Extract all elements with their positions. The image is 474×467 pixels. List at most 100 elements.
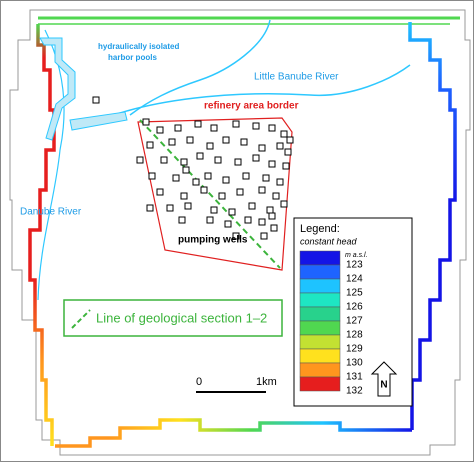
well xyxy=(156,126,164,134)
well xyxy=(178,216,186,224)
danube-label: Danube River xyxy=(20,207,82,218)
well xyxy=(244,216,252,224)
legend-swatch xyxy=(299,376,341,392)
well xyxy=(286,136,294,144)
well xyxy=(224,220,232,228)
well xyxy=(174,124,182,132)
well xyxy=(276,178,284,186)
well xyxy=(236,188,244,196)
legend-value: 124 xyxy=(346,274,363,285)
well xyxy=(222,136,230,144)
legend-swatch xyxy=(299,320,341,336)
well xyxy=(232,120,240,128)
well xyxy=(228,208,236,216)
legend-value: 131 xyxy=(346,372,363,383)
well xyxy=(260,232,268,240)
well xyxy=(262,174,270,182)
little-danube-river xyxy=(129,19,271,116)
legend-value: 125 xyxy=(346,288,363,299)
well xyxy=(196,152,204,160)
well xyxy=(232,232,240,240)
boundary-bottom xyxy=(55,418,412,448)
well xyxy=(268,160,276,168)
legend-title: Legend: xyxy=(300,223,340,235)
well xyxy=(252,122,260,130)
section-line xyxy=(139,119,281,269)
well xyxy=(180,158,188,166)
harbor-label: harbor pools xyxy=(108,53,157,62)
wells-label: pumping wells xyxy=(178,235,248,246)
well xyxy=(214,156,222,164)
well xyxy=(258,218,266,226)
well xyxy=(242,172,250,180)
scale-end: 1km xyxy=(256,376,277,388)
legend-value: 129 xyxy=(346,344,363,355)
legend-swatch xyxy=(299,264,341,280)
well xyxy=(258,186,266,194)
scale-start: 0 xyxy=(196,376,202,388)
legend-value: 132 xyxy=(346,386,363,397)
boundary-left xyxy=(28,24,56,446)
well xyxy=(268,124,276,132)
well xyxy=(194,120,202,128)
well xyxy=(222,176,230,184)
harbor-label: hydraulically isolated xyxy=(98,42,179,51)
well xyxy=(92,96,100,104)
legend-value: 128 xyxy=(346,330,363,341)
well xyxy=(218,192,226,200)
well xyxy=(204,172,212,180)
well xyxy=(284,148,292,156)
section-label: Line of geological section 1–2 xyxy=(96,310,267,325)
well xyxy=(272,192,280,200)
well xyxy=(168,138,176,146)
harbor-pool xyxy=(39,37,76,141)
well xyxy=(210,206,218,214)
well xyxy=(266,206,274,214)
legend-swatch xyxy=(299,278,341,294)
well xyxy=(276,142,284,150)
well xyxy=(206,216,214,224)
well xyxy=(258,144,266,152)
well xyxy=(172,174,180,182)
well xyxy=(136,156,144,164)
wells xyxy=(92,96,294,240)
harbor-pool xyxy=(69,111,128,131)
well xyxy=(280,200,288,208)
legend-unit: m a.s.l. xyxy=(345,252,368,259)
well xyxy=(182,166,190,174)
legend-swatch xyxy=(299,306,341,322)
well xyxy=(268,212,276,220)
well xyxy=(186,136,194,144)
legend-entries: 123 124 125 126 127 128 129 130 131 132 xyxy=(299,250,363,397)
well xyxy=(270,224,278,232)
boundary-right xyxy=(408,22,457,430)
well xyxy=(206,142,214,150)
well xyxy=(166,204,174,212)
legend-swatch xyxy=(299,334,341,350)
refinery-label: refinery area border xyxy=(204,101,299,112)
legend-value: 130 xyxy=(346,358,363,369)
well xyxy=(248,202,256,210)
legend-value: 126 xyxy=(346,302,363,313)
well xyxy=(160,156,168,164)
north-label: N xyxy=(380,380,387,391)
legend-value: 127 xyxy=(346,316,363,327)
well xyxy=(148,172,156,180)
well xyxy=(192,178,200,186)
well xyxy=(146,141,154,149)
legend-subtitle: constant head xyxy=(300,236,358,246)
well xyxy=(280,130,288,138)
legend-swatch xyxy=(299,348,341,364)
well xyxy=(200,186,208,194)
well xyxy=(156,188,164,196)
legend-value: 123 xyxy=(346,260,363,271)
section-box xyxy=(63,299,283,337)
well xyxy=(146,204,154,212)
legend-swatch xyxy=(299,292,341,308)
legend-swatch xyxy=(299,250,341,266)
model-border xyxy=(9,9,471,456)
well xyxy=(210,124,218,132)
well xyxy=(252,154,260,162)
